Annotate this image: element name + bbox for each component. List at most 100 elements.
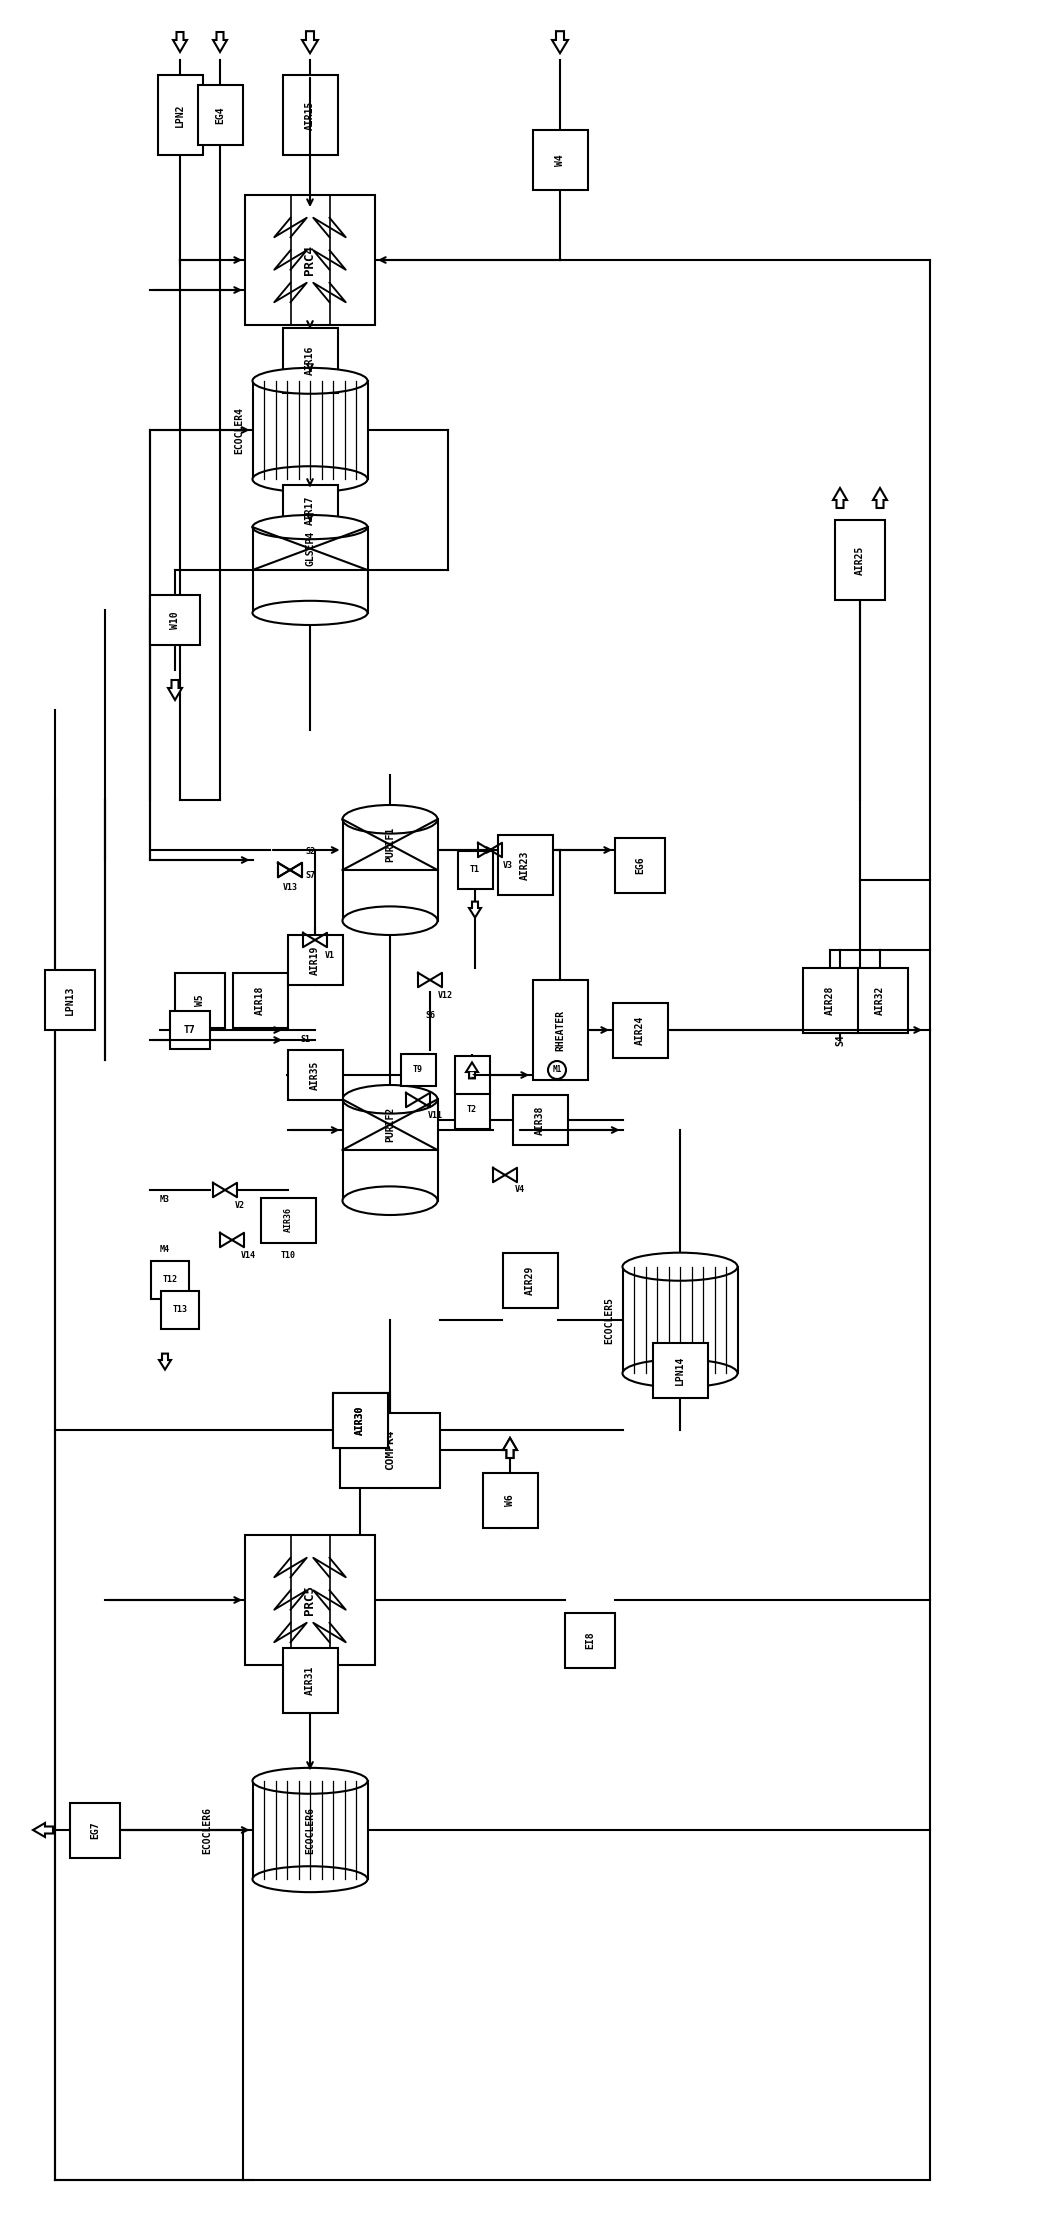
Text: LPN2: LPN2 (175, 103, 185, 128)
Text: V1: V1 (325, 951, 335, 960)
Text: T9: T9 (413, 1065, 423, 1074)
Bar (332, 1392, 388, 1448)
Polygon shape (168, 680, 182, 700)
Bar (343, 1099, 437, 1202)
Bar (197, 85, 242, 145)
Bar (70, 1802, 121, 1858)
Bar (287, 1050, 343, 1101)
Bar (615, 837, 665, 893)
Polygon shape (213, 31, 227, 51)
Ellipse shape (343, 906, 437, 935)
Text: V14: V14 (240, 1251, 256, 1260)
Polygon shape (503, 1439, 517, 1457)
Text: M3: M3 (160, 1195, 170, 1204)
Text: AIR18: AIR18 (255, 985, 265, 1014)
Bar (245, 1535, 375, 1665)
Text: GLSEP4: GLSEP4 (305, 530, 315, 566)
Polygon shape (552, 31, 568, 54)
Bar (233, 974, 287, 1027)
Text: V11: V11 (428, 1110, 442, 1119)
Text: EG7: EG7 (90, 1822, 100, 1840)
Text: ECOCLER5: ECOCLER5 (605, 1296, 614, 1343)
Text: ECOCLER6: ECOCLER6 (305, 1806, 315, 1853)
Bar (283, 76, 337, 154)
Bar (612, 1003, 668, 1059)
Ellipse shape (253, 1768, 368, 1795)
Text: AIR23: AIR23 (520, 850, 530, 880)
Ellipse shape (343, 806, 437, 833)
Polygon shape (466, 1063, 478, 1079)
Text: EG4: EG4 (215, 105, 225, 123)
Text: EI8: EI8 (585, 1632, 595, 1649)
Bar (852, 967, 908, 1032)
Text: T7: T7 (184, 1025, 196, 1034)
Polygon shape (159, 1354, 171, 1370)
Ellipse shape (253, 600, 368, 624)
Ellipse shape (253, 466, 368, 492)
Bar (45, 969, 95, 1029)
Text: PRC5: PRC5 (304, 1585, 316, 1616)
Ellipse shape (343, 1085, 437, 1115)
Polygon shape (173, 31, 187, 51)
Text: RHEATER: RHEATER (555, 1009, 565, 1050)
Ellipse shape (623, 1358, 738, 1388)
Bar (502, 1253, 558, 1307)
Text: AIR16: AIR16 (305, 345, 315, 374)
Text: AIR25: AIR25 (855, 546, 865, 575)
Text: EG6: EG6 (635, 857, 645, 873)
Text: T1: T1 (470, 866, 480, 875)
Text: V3: V3 (503, 859, 514, 871)
Bar (498, 835, 552, 895)
Polygon shape (302, 31, 318, 54)
Text: T12: T12 (162, 1276, 177, 1285)
Ellipse shape (253, 515, 368, 539)
Text: S1: S1 (300, 1036, 310, 1045)
Bar (283, 327, 337, 392)
Text: PURIF1: PURIF1 (385, 828, 395, 862)
Text: W10: W10 (170, 611, 180, 629)
Bar (653, 1343, 707, 1397)
Text: T2: T2 (467, 1106, 477, 1115)
Bar (803, 967, 857, 1032)
Text: AIR30: AIR30 (355, 1405, 365, 1435)
Bar (253, 380, 368, 479)
Bar (157, 76, 202, 154)
Text: ECOCLER6: ECOCLER6 (202, 1806, 213, 1853)
Ellipse shape (253, 367, 368, 394)
Ellipse shape (343, 1186, 437, 1215)
Text: AIR30: AIR30 (355, 1405, 365, 1435)
Bar (458, 850, 493, 888)
Bar (287, 935, 343, 985)
Ellipse shape (623, 1253, 738, 1280)
Text: AIR17: AIR17 (305, 495, 315, 524)
Text: S6: S6 (425, 1012, 435, 1021)
Text: M1: M1 (552, 1065, 562, 1074)
Ellipse shape (253, 1866, 368, 1891)
Text: AIR29: AIR29 (525, 1264, 534, 1296)
Text: T3: T3 (467, 1070, 477, 1079)
Bar (340, 1412, 440, 1488)
Polygon shape (503, 1439, 517, 1457)
Bar (400, 1054, 436, 1085)
Polygon shape (470, 902, 481, 918)
Text: AIR15: AIR15 (305, 101, 315, 130)
Text: S2: S2 (305, 848, 315, 857)
Bar (623, 1267, 738, 1374)
Text: W5: W5 (195, 994, 205, 1005)
Bar (283, 486, 337, 535)
Text: AIR24: AIR24 (635, 1016, 645, 1045)
Text: AIR19: AIR19 (310, 944, 320, 976)
Bar (161, 1291, 199, 1329)
Text: S7: S7 (305, 871, 315, 880)
Text: AIR36: AIR36 (284, 1209, 292, 1233)
Text: T10: T10 (281, 1251, 296, 1260)
Text: AIR28: AIR28 (825, 985, 835, 1014)
Bar (482, 1473, 538, 1529)
Text: V12: V12 (437, 991, 453, 1000)
Bar (151, 1260, 189, 1298)
Text: V13: V13 (283, 884, 298, 893)
Bar (455, 1056, 489, 1094)
Text: V4: V4 (515, 1186, 525, 1195)
Bar (261, 1197, 315, 1242)
Bar (245, 195, 375, 325)
